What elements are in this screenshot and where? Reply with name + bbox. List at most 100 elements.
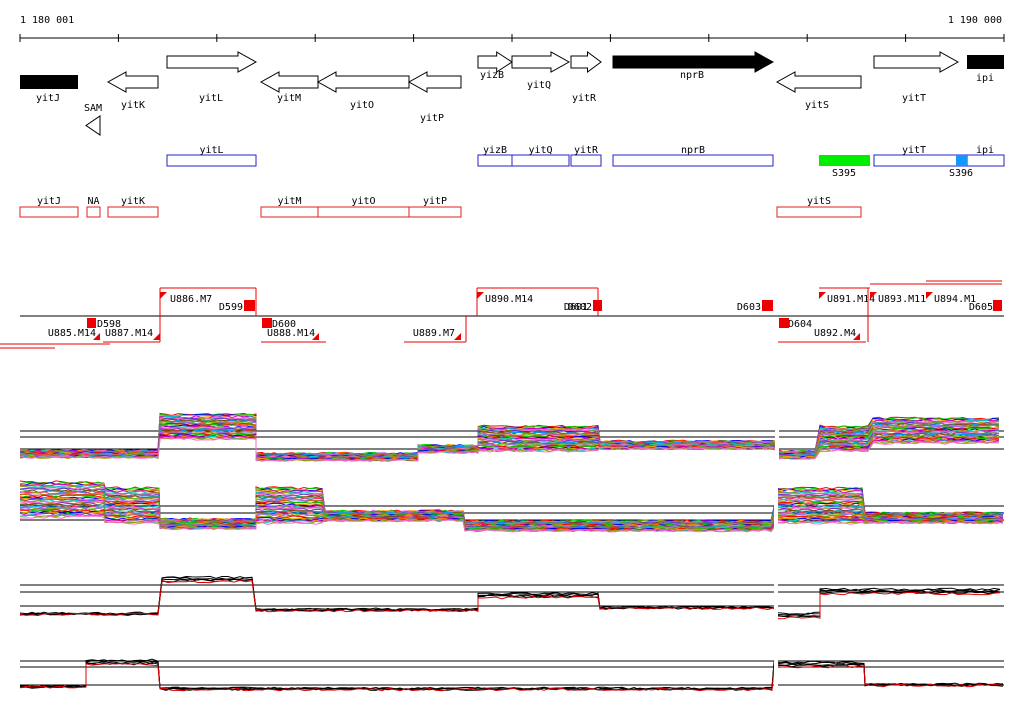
minus-transcript-label-yitp: yitP <box>423 196 447 207</box>
gene-arrow-yizB[interactable] <box>477 51 513 73</box>
segment-s395[interactable] <box>819 155 870 166</box>
plus-transcript-yitR[interactable] <box>570 154 602 167</box>
gene-arrow-ipi[interactable] <box>967 55 1004 69</box>
ruler-start-label: 1 180 001 <box>20 15 74 26</box>
plus-transcript-nprB[interactable] <box>612 154 774 167</box>
minus-transcript-yitj[interactable] <box>19 206 79 218</box>
gene-label-yizB: yizB <box>480 70 504 81</box>
lower-marker-label[interactable]: U889.M7 <box>413 328 455 339</box>
marker-box[interactable] <box>779 318 789 328</box>
gene-label-yitK: yitK <box>121 100 145 111</box>
profile-curve <box>19 437 1000 463</box>
gene-yitM[interactable]: yitM <box>259 71 319 104</box>
profile-gap <box>774 555 778 625</box>
plus-transcript-yizB[interactable] <box>477 154 513 167</box>
profile-curve <box>19 576 1001 616</box>
profile-curve <box>19 579 1001 620</box>
lower-marker-label[interactable]: D604 <box>788 319 812 330</box>
gene-yitK[interactable]: yitK <box>106 71 159 111</box>
minus-transcript-na[interactable] <box>86 206 101 218</box>
expression-profile-panels <box>19 401 1004 701</box>
marker-box[interactable] <box>244 300 255 311</box>
marker-box[interactable] <box>993 300 1002 311</box>
minus-transcript-label-yito: yitO <box>351 196 375 207</box>
upper-marker-label[interactable]: D605 <box>969 302 993 313</box>
gene-yitP[interactable]: yitP <box>407 71 462 124</box>
minus-transcript-yitp[interactable] <box>408 206 462 218</box>
minus-transcript-label-yitm: yitM <box>277 196 301 207</box>
upper-marker-label[interactable]: U894.M1 <box>934 294 976 305</box>
gene-yitJ[interactable]: yitJ <box>20 75 78 104</box>
upper-marker-label[interactable]: D599 <box>219 302 243 313</box>
upper-marker-label[interactable]: D603 <box>737 302 761 313</box>
gene-arrow-yitL[interactable] <box>166 51 258 73</box>
sam-riboswitch-icon[interactable] <box>85 115 101 136</box>
plus-transcript-yitT[interactable] <box>873 154 1005 167</box>
gene-yitR[interactable]: yitR <box>570 51 602 104</box>
gene-arrow-yitJ[interactable] <box>20 75 78 89</box>
marker-box[interactable] <box>262 318 272 328</box>
lower-marker-label[interactable]: U887.M14 <box>105 328 153 339</box>
profile-panel <box>19 476 1004 546</box>
gene-label-ipi: ipi <box>976 73 994 84</box>
marker-box[interactable] <box>87 318 96 328</box>
profile-panel <box>19 555 1004 625</box>
gene-arrow-yitO[interactable] <box>316 71 410 93</box>
gene-yitL[interactable]: yitL <box>166 51 258 104</box>
gene-yitS[interactable]: yitS <box>775 71 862 111</box>
lower-marker-label[interactable]: U885.M14 <box>48 328 96 339</box>
upper-marker-label[interactable]: D601 <box>564 302 588 313</box>
marker-flag <box>853 333 860 340</box>
marker-flag <box>819 292 826 299</box>
gene-yitO[interactable]: yitO <box>316 71 410 111</box>
minus-strand-transcript-track: yitJ NA yitK yitM yitO yitP yitS <box>19 196 862 218</box>
upper-marker-label[interactable]: U890.M14 <box>485 294 533 305</box>
gene-label-yitM: yitM <box>277 93 301 104</box>
segment-s396[interactable] <box>956 155 967 166</box>
gene-yizB[interactable]: yizB <box>477 51 513 81</box>
upper-marker-label[interactable]: U893.M11 <box>878 294 926 305</box>
plus-transcript-yitL[interactable] <box>166 154 257 167</box>
profile-curve <box>19 660 1003 691</box>
minus-transcript-yito[interactable] <box>317 206 410 218</box>
plus-transcript-label-yizB: yizB <box>483 145 507 156</box>
profile-curve <box>19 432 1000 461</box>
marker-flag <box>312 333 319 340</box>
gene-yitT[interactable]: yitT <box>873 51 960 104</box>
gene-arrow-yitK[interactable] <box>106 71 159 93</box>
plus-transcript-label-yitR: yitR <box>574 145 599 156</box>
plus-transcript-label-yitT: yitT <box>902 145 926 156</box>
sam-riboswitch: SAM <box>84 103 102 136</box>
lower-marker-label[interactable]: D598 <box>97 319 121 330</box>
lower-marker-label[interactable]: U892.M4 <box>814 328 856 339</box>
gene-arrow-yitM[interactable] <box>259 71 319 93</box>
minus-transcript-yits[interactable] <box>776 206 862 218</box>
plus-transcript-yitQ[interactable] <box>511 154 570 167</box>
minus-transcript-yitm[interactable] <box>260 206 319 218</box>
plus-transcript-label-ipi: ipi <box>976 145 994 156</box>
marker-box[interactable] <box>762 300 773 311</box>
upper-marker-label[interactable]: U891.M14 <box>827 294 875 305</box>
gene-arrow-yitR[interactable] <box>570 51 602 73</box>
gene-arrow-yitQ[interactable] <box>511 51 571 73</box>
upper-marker-label[interactable]: U886.M7 <box>170 294 212 305</box>
profile-panel <box>19 631 1004 701</box>
minus-transcript-yitk[interactable] <box>107 206 159 218</box>
profile-curve <box>19 418 1000 458</box>
gene-ipi[interactable]: ipi <box>967 55 1004 84</box>
minus-transcript-label-yitk: yitK <box>121 196 145 207</box>
gene-arrow-nprB[interactable] <box>612 51 775 73</box>
profile-gap <box>775 401 779 471</box>
lower-marker-label[interactable]: U888.M14 <box>267 328 315 339</box>
gene-arrow-yitP[interactable] <box>407 71 462 93</box>
profile-curve <box>19 426 1000 459</box>
profile-panel <box>19 401 1004 471</box>
gene-yitQ[interactable]: yitQ <box>511 51 571 91</box>
lower-marker-label[interactable]: D600 <box>272 319 296 330</box>
marker-flag <box>454 333 461 340</box>
plus-transcript-label-yitL: yitL <box>199 145 223 156</box>
upper-marker-label[interactable]: D602 <box>568 302 592 313</box>
gene-arrow-yitS[interactable] <box>775 71 862 93</box>
gene-arrow-yitT[interactable] <box>873 51 960 73</box>
gene-nprB[interactable]: nprB <box>612 51 775 81</box>
